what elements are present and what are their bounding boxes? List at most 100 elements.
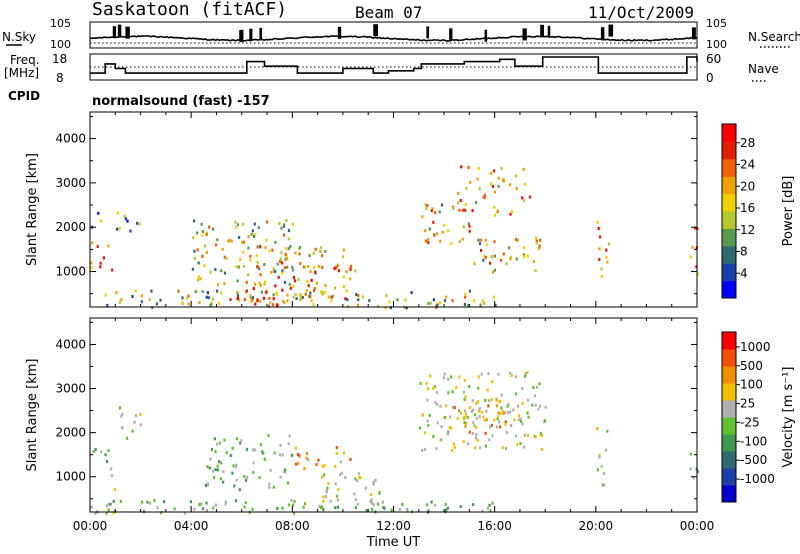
power-echo-cell bbox=[477, 167, 480, 171]
nave-label: Nave bbox=[748, 62, 779, 76]
velocity-echo-cell bbox=[453, 445, 456, 449]
velocity-echo-cell bbox=[522, 445, 526, 449]
velocity-echo-cell bbox=[287, 503, 290, 507]
velocity-echo-cell bbox=[434, 503, 437, 507]
velocity-echo-cell bbox=[531, 403, 534, 407]
power-echo-cell bbox=[191, 267, 194, 271]
velocity-echo-cell bbox=[94, 511, 97, 515]
velocity-echo-cell bbox=[512, 408, 515, 412]
velocity-echo-cell bbox=[305, 456, 308, 460]
velocity-echo-cell bbox=[427, 509, 430, 513]
velocity-echo-cell bbox=[202, 507, 205, 511]
power-echo-cell bbox=[279, 257, 282, 261]
power-echo-cell bbox=[107, 244, 110, 248]
velocity-cbar-cell bbox=[722, 366, 736, 384]
velocity-echo-cell bbox=[291, 503, 295, 507]
power-echo-cell bbox=[306, 280, 309, 284]
velocity-echo-cell bbox=[490, 398, 493, 402]
power-echo-cell bbox=[111, 268, 114, 272]
power-echo-cell bbox=[301, 295, 304, 299]
power-echo-cell bbox=[368, 299, 371, 303]
velocity-echo-cell bbox=[205, 508, 208, 512]
power-echo-cell bbox=[321, 254, 324, 258]
velocity-echo-cell bbox=[534, 435, 537, 439]
velocity-echo-cell bbox=[110, 474, 114, 478]
power-echo-cell bbox=[389, 306, 392, 310]
power-echo-cell bbox=[212, 227, 215, 231]
velocity-echo-cell bbox=[430, 500, 433, 504]
power-echo-cell bbox=[215, 243, 218, 247]
velocity-echo-cell bbox=[283, 470, 286, 474]
power-echo-cell bbox=[523, 255, 526, 259]
power-echo-cell bbox=[396, 298, 399, 302]
velocity-echo-cell bbox=[487, 404, 490, 408]
power-echo-cell bbox=[435, 232, 438, 236]
power-echo-cell bbox=[223, 271, 227, 275]
velocity-echo-cell bbox=[544, 405, 547, 409]
velocity-echo-cell bbox=[521, 422, 524, 426]
power-echo-cell bbox=[134, 289, 137, 293]
velocity-echo-cell bbox=[473, 424, 476, 428]
velocity-echo-cell bbox=[463, 421, 466, 424]
power-echo-cell bbox=[324, 283, 327, 287]
power-echo-cell bbox=[291, 222, 294, 226]
power-echo-cell bbox=[355, 293, 358, 296]
power-echo-cell bbox=[100, 219, 103, 223]
velocity-cbar-cell bbox=[722, 417, 736, 435]
power-echo-cell bbox=[341, 255, 345, 259]
power-echo-cell bbox=[522, 253, 525, 257]
velocity-cbar-tick-label: -100 bbox=[740, 434, 767, 448]
velocity-echo-cell bbox=[322, 495, 325, 499]
power-echo-cell bbox=[410, 291, 413, 295]
power-echo-cell bbox=[433, 233, 436, 237]
velocity-colorbar: 1000 500 100 25 -25 -100 -500 -1000 Velocity [m … bbox=[721, 331, 796, 503]
power-echo-cell bbox=[342, 275, 345, 279]
velocity-echo-cell bbox=[491, 501, 494, 505]
velocity-echo-cell bbox=[471, 399, 474, 403]
power-echo-cell bbox=[234, 220, 237, 224]
power-echo-cell bbox=[274, 240, 277, 244]
velocity-echo-cell bbox=[485, 409, 488, 413]
velocity-echo-cell bbox=[369, 500, 372, 503]
power-echo-cell bbox=[238, 298, 241, 302]
power-echo-cell bbox=[298, 293, 301, 297]
power-echo-cell bbox=[605, 255, 608, 259]
power-echo-cell bbox=[336, 263, 339, 267]
velocity-echo-cell bbox=[163, 500, 166, 504]
velocity-echo-cell bbox=[436, 402, 439, 406]
velocity-cbar-cell bbox=[722, 485, 736, 503]
velocity-echo-cell bbox=[519, 417, 522, 421]
velocity-echo-cell bbox=[509, 371, 512, 375]
power-echo-cell bbox=[421, 215, 424, 219]
power-echo-cell bbox=[194, 290, 197, 294]
velocity-echo-cell bbox=[390, 508, 393, 512]
power-echo-cell bbox=[208, 225, 211, 229]
power-echo-cell bbox=[532, 260, 535, 263]
velocity-echo-cell bbox=[246, 475, 249, 479]
velocity-ytick-label: 4000 bbox=[55, 337, 86, 351]
velocity-echo-cell bbox=[292, 511, 296, 515]
velocity-echo-cell bbox=[252, 461, 255, 465]
power-echo-cell bbox=[434, 211, 437, 215]
velocity-echo-cell bbox=[100, 450, 103, 454]
velocity-echo-cell bbox=[477, 386, 480, 390]
power-echo-cell bbox=[695, 265, 698, 269]
velocity-echo-cell bbox=[541, 434, 544, 438]
velocity-echo-cell bbox=[513, 418, 516, 422]
power-echo-cell bbox=[606, 260, 609, 264]
velocity-echo-cell bbox=[213, 476, 216, 480]
noise-spike-2 bbox=[125, 26, 130, 39]
velocity-echo-cell bbox=[475, 436, 478, 440]
velocity-echo-cell bbox=[339, 460, 342, 464]
power-echo-cell bbox=[177, 289, 180, 293]
velocity-echo-cell bbox=[601, 483, 604, 487]
power-echo-cell bbox=[405, 306, 408, 310]
velocity-echo-cell bbox=[269, 468, 272, 472]
velocity-echo-cell bbox=[446, 506, 450, 510]
power-echo-cell bbox=[284, 257, 287, 261]
velocity-echo-cell bbox=[475, 433, 478, 436]
velocity-echo-cell bbox=[322, 508, 325, 512]
velocity-echo-cell bbox=[286, 481, 290, 485]
power-echo-cell bbox=[485, 243, 488, 247]
velocity-echo-cell bbox=[497, 372, 500, 376]
